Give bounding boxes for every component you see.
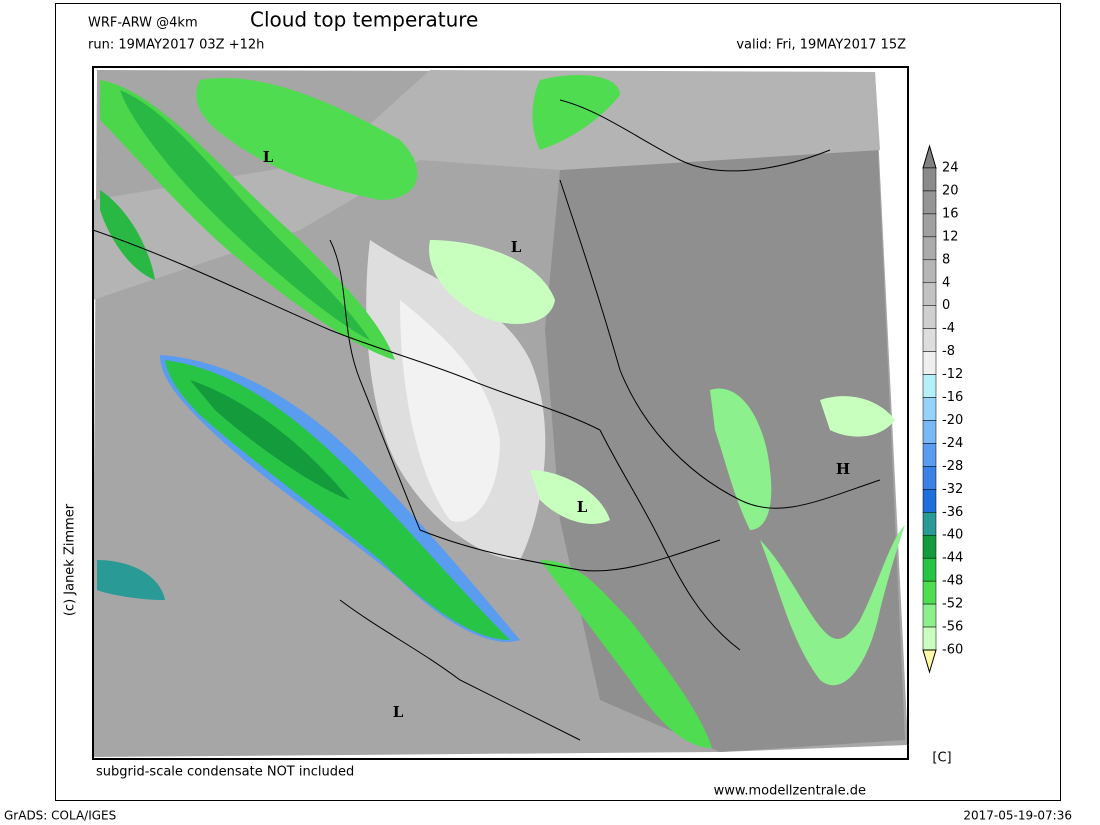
pressure-label: L [577,498,588,516]
colorbar-arrow [922,144,937,169]
map-frame [92,66,909,760]
color-box [922,557,937,582]
colorbar-label: -12 [942,367,963,382]
website: www.modellzentrale.de [714,784,866,799]
border [559,179,881,509]
colorbar-arrow [922,649,937,674]
color-box [922,580,937,605]
color-box [922,626,937,651]
color-box [922,397,937,421]
border [419,529,721,572]
timestamp: 2017-05-19-07:36 [963,809,1072,823]
color-box [922,213,937,238]
cloud-cluster [97,560,165,600]
colorbar-label: -36 [942,505,963,520]
cloud-cluster [820,396,895,437]
color-box [922,466,937,490]
cloud-cluster [530,470,610,524]
colorbar: 24 20 16 12 8 4 0 -4 -8 -12 -16 -20 -24 -28 -32 -36 -40 -… [922,144,963,674]
color-box [922,259,937,284]
cloud-cluster [429,240,555,324]
color-box [922,236,937,261]
cloud-layer [93,70,880,300]
color-box [922,443,937,467]
cloud-cluster [100,190,155,280]
pressure-label: L [263,148,274,166]
colorbar-label: -16 [942,390,963,405]
pressure-label: L [393,703,404,721]
borders [92,99,881,741]
coast [559,99,831,172]
color-box [922,489,937,513]
colorbar-label: 4 [942,275,950,290]
colorbar-label: 0 [942,298,950,313]
colorbar-label: -48 [942,574,963,589]
border [599,429,741,651]
colorbar-label: -20 [942,413,963,428]
valid-label: valid: Fri, 19MAY2017 15Z [736,38,906,53]
color-box [922,534,937,559]
cloud-band-core [120,90,370,340]
cloud-band-core [190,380,350,500]
model-label: WRF-ARW @4km [88,16,198,31]
color-box [922,603,937,628]
note: subgrid-scale condensate NOT included [96,765,354,780]
outer-frame [55,3,1061,801]
run-label: run: 19MAY2017 03Z +12h [88,38,264,53]
pressure-label: H [836,460,850,478]
colorbar-label: -8 [942,344,955,359]
colorbar-label: -24 [942,436,963,451]
color-box [922,351,937,375]
color-box [922,167,937,192]
colorbar-label: 16 [942,206,959,221]
colorbar-label: 12 [942,229,959,244]
unit-label: [C] [932,751,951,766]
color-box [922,512,937,536]
colorbar-label: 24 [942,161,959,176]
software: GrADS: COLA/IGES [4,809,116,823]
colorbar-label: -28 [942,459,963,474]
colorbar-label: -56 [942,620,963,635]
color-box [922,282,937,306]
color-box [922,328,937,352]
pressure-label: L [511,238,522,256]
color-box [922,305,937,329]
title: Cloud top temperature [250,8,478,32]
colorbar-label: 8 [942,252,950,267]
colorbar-label: -44 [942,551,963,566]
color-box [922,420,937,444]
cloud-cluster [196,78,418,200]
colorbar-label: -4 [942,321,955,336]
colorbar-label: -32 [942,482,963,497]
cloud-cluster [532,75,620,150]
colorbar-label: -40 [942,528,963,543]
cloud-band [710,388,772,530]
border [92,229,601,431]
copyright: (c) Janek Zimmer [63,503,78,616]
cloud-band [540,560,712,748]
color-box [922,190,937,215]
cirrus-core [400,300,500,522]
colorbar-label: 20 [942,183,959,198]
color-box [922,374,937,398]
colorbar-label: -60 [942,643,963,658]
border [339,599,581,741]
cloud-band [760,525,905,686]
map: L L L H L [92,66,909,760]
colorbar-label: -52 [942,597,963,612]
border [329,239,421,531]
